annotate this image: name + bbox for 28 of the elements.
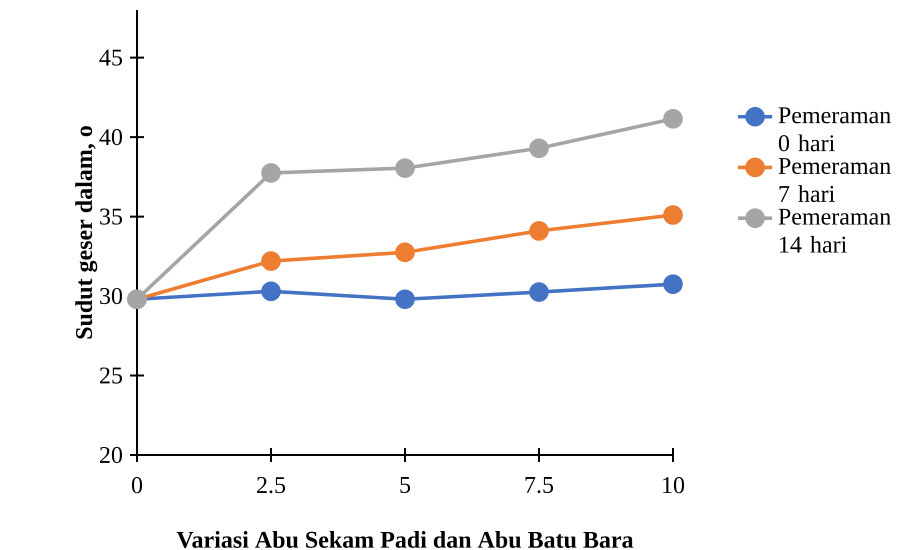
y-tick-label: 30	[100, 288, 122, 304]
legend-label: Pemeraman 0 hari	[778, 107, 891, 152]
y-tick-label: 40	[99, 129, 122, 146]
point	[529, 138, 549, 158]
x-tick-label: 2.5	[257, 477, 286, 494]
point	[663, 274, 683, 294]
point	[663, 205, 683, 225]
x-tick-label: 0	[132, 477, 142, 494]
y-tick-label: 20	[100, 446, 122, 464]
point	[395, 242, 415, 262]
x-tick-label: 10	[663, 477, 684, 494]
x-tick-label: 7.5	[526, 477, 554, 494]
x-axis-title: Variasi Abu Sekam Padi dan Abu Batu Bara	[176, 531, 634, 548]
point	[261, 281, 281, 302]
point	[663, 109, 683, 129]
legend-label: Pemeraman 14 hari	[778, 208, 891, 253]
point	[261, 251, 281, 271]
legend-label: Pemeraman 7 hari	[778, 158, 891, 202]
y-tick-label: 45	[99, 50, 122, 66]
point	[529, 221, 549, 241]
point	[395, 289, 415, 310]
point	[395, 158, 415, 178]
point	[261, 163, 281, 183]
point	[529, 282, 549, 302]
y-axis-title: Sudut geser dalam, o	[75, 126, 98, 339]
y-tick-label: 35	[100, 208, 122, 225]
y-tick-label: 25	[100, 367, 122, 384]
x-tick-label: 5	[400, 477, 410, 493]
